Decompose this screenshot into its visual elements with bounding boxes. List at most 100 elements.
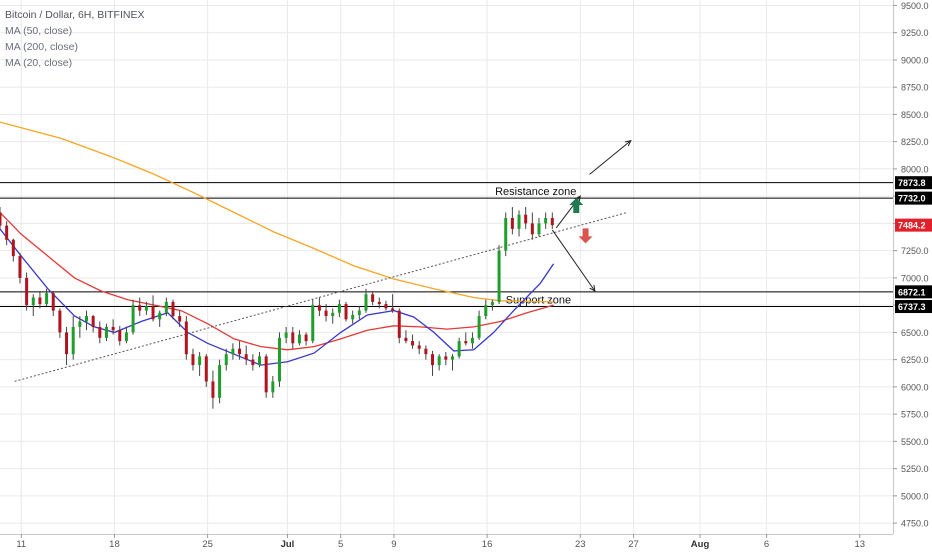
candle [397, 308, 401, 344]
candle-body [118, 330, 122, 342]
legend-ma-50: MA (50, close) [5, 25, 73, 37]
candle [178, 310, 182, 327]
candle [357, 306, 361, 320]
grid-lines [0, 0, 893, 534]
legend-ma-200: MA (200, close) [5, 41, 78, 53]
candle [78, 316, 82, 338]
candle [384, 300, 388, 311]
candle [264, 354, 268, 398]
y-tick-label: 5250.0 [901, 464, 929, 474]
candle [85, 310, 89, 331]
candle-body [191, 354, 195, 366]
candle [524, 207, 528, 229]
candle-body [91, 316, 95, 327]
price-label: 7484.2 [895, 218, 932, 232]
candle-body [464, 341, 468, 344]
candle-body [218, 365, 222, 398]
arrow-down-icon [578, 228, 593, 244]
candle-body [371, 294, 375, 302]
candle [337, 299, 341, 318]
x-tick-label: 11 [16, 539, 26, 550]
candle-body [497, 250, 501, 302]
candle [65, 326, 69, 366]
candle-body [397, 310, 401, 338]
candle-body [65, 332, 69, 355]
candle-body [384, 304, 388, 309]
candle [304, 332, 308, 346]
candle [118, 325, 122, 346]
y-tick-label: 7000.0 [901, 273, 929, 283]
candle [218, 359, 222, 404]
candle [424, 345, 428, 360]
candle-body [224, 354, 228, 366]
x-tick-label: 9 [391, 539, 396, 550]
candle [284, 326, 288, 344]
candle-body [184, 321, 188, 355]
candle-body [284, 332, 288, 338]
candle-body [238, 348, 242, 355]
candle [344, 301, 348, 322]
candle [244, 345, 248, 366]
candle-body [131, 305, 135, 333]
candle [164, 297, 168, 317]
candle [25, 272, 29, 311]
x-tick-label: 5 [338, 539, 343, 550]
candle [251, 354, 255, 371]
y-tick-label: 9500.0 [901, 1, 929, 11]
candle [371, 290, 375, 306]
price-label-text: 7873.8 [898, 178, 926, 188]
candle [364, 288, 368, 313]
candle-body [391, 308, 395, 311]
candle [5, 221, 9, 246]
y-tick-label: 5000.0 [901, 491, 929, 501]
price-label: 7732.0 [895, 191, 932, 205]
chart-title: Bitcoin / Dollar, 6H, BITFINEX [5, 9, 145, 21]
candle [204, 354, 208, 387]
candle [45, 288, 49, 307]
y-tick-label: 6500.0 [901, 328, 929, 338]
candle-body [38, 297, 42, 305]
candle [437, 354, 441, 371]
price-label-text: 6872.1 [898, 287, 926, 297]
candle [411, 334, 415, 349]
y-axis-ticks: 9500.0 9250.0 9000.0 8750.0 8500.0 8250.0 8000… [893, 1, 929, 529]
candle [537, 217, 541, 237]
y-tick-label: 8000.0 [901, 164, 929, 174]
y-tick-label: 9250.0 [901, 28, 929, 38]
x-tick-label: 25 [202, 539, 213, 550]
candle-body [111, 326, 115, 331]
candle [238, 341, 242, 360]
candle-body [277, 337, 281, 382]
candle [71, 316, 75, 360]
zone-label: Support zone [506, 295, 571, 307]
zone-lines: Resistance zone Support zone [0, 182, 893, 308]
candle-body [377, 301, 381, 305]
ma-line [0, 212, 554, 351]
candle-body [271, 381, 275, 393]
candle-body [450, 356, 454, 360]
candle-body [264, 356, 268, 393]
x-tick-label: 18 [109, 539, 120, 550]
candle [391, 294, 395, 313]
candle [58, 308, 62, 338]
candle-body [138, 305, 142, 311]
x-tick-label: Aug [691, 539, 710, 550]
candle-body [171, 301, 175, 317]
candle-body [204, 356, 208, 382]
candle [351, 310, 355, 324]
candle-body [544, 217, 548, 224]
candle-body [530, 223, 534, 235]
price-label-bg [895, 218, 932, 232]
price-label-bg [895, 300, 932, 314]
candle-body [490, 301, 494, 306]
candle-body [297, 334, 301, 344]
candle-body [85, 316, 89, 322]
candle-body [364, 294, 368, 311]
candle-body [58, 310, 62, 333]
candle-body [45, 293, 49, 305]
candle-body [437, 356, 441, 366]
candle-body [331, 312, 335, 317]
candle [477, 310, 481, 341]
candle-body [244, 354, 248, 360]
